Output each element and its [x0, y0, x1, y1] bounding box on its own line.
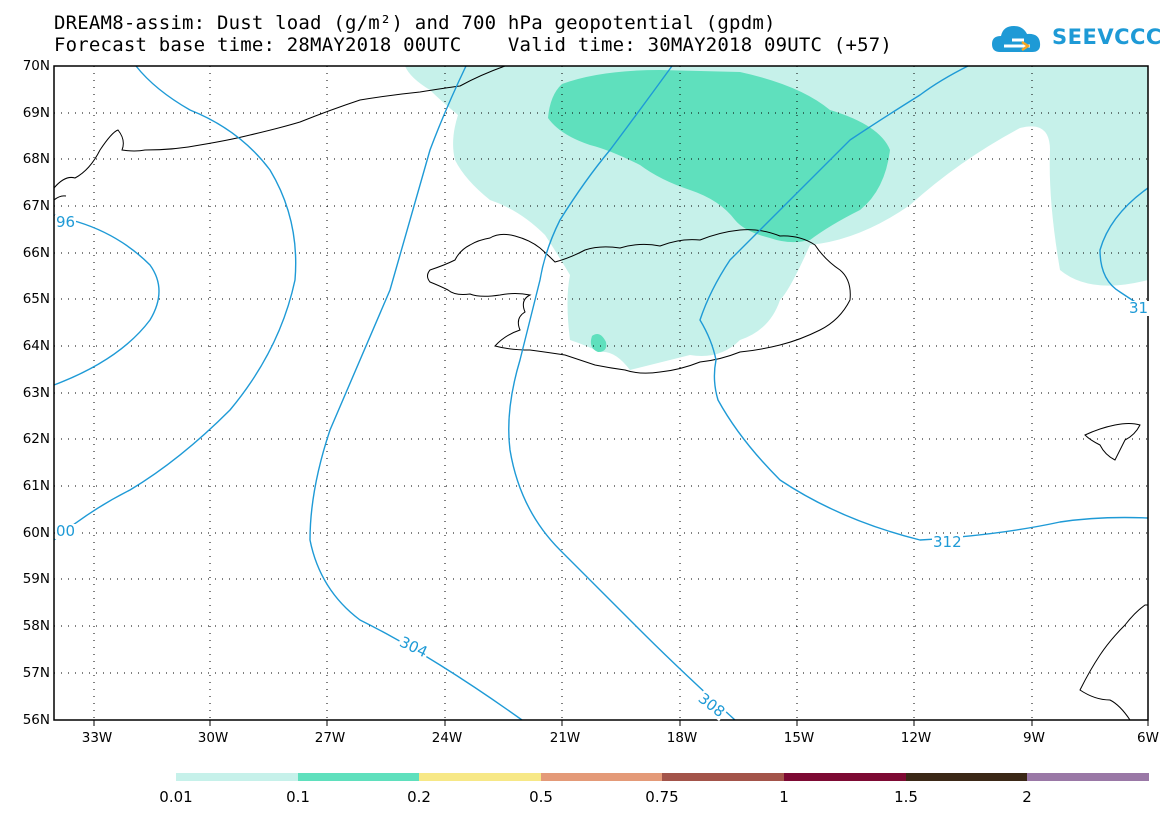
cloud-icon	[992, 26, 1041, 52]
lat-label: 60N	[22, 525, 50, 541]
lat-label: 62N	[22, 431, 50, 447]
chart-title: DREAM8-assim: Dust load (g/m²) and 700 h…	[54, 12, 776, 34]
lon-label: 30W	[197, 730, 229, 746]
colorbar-label: 0.2	[407, 788, 431, 806]
dust-shading	[405, 66, 1148, 370]
brand-logo: SEEVCCC	[1052, 25, 1162, 49]
colorbar-segment	[541, 773, 662, 781]
lat-label: 57N	[22, 665, 50, 681]
lat-label: 68N	[22, 151, 50, 167]
gridlines	[54, 66, 1148, 720]
lon-label: 21W	[549, 730, 581, 746]
lat-label: 58N	[22, 618, 50, 634]
lat-label: 66N	[22, 245, 50, 261]
lat-label: 56N	[22, 712, 50, 728]
lon-label: 27W	[314, 730, 346, 746]
contour-label: 31	[1128, 299, 1150, 317]
colorbar-label: 1	[779, 788, 789, 806]
lon-label: 15W	[783, 730, 815, 746]
colorbar-segment	[662, 773, 784, 781]
lon-label: 33W	[81, 730, 113, 746]
tick-marks	[93, 720, 1149, 726]
colorbar-label: 2	[1022, 788, 1032, 806]
coastlines	[53, 65, 1149, 721]
colorbar-label: 1.5	[894, 788, 918, 806]
colorbar-segment	[298, 773, 419, 781]
lat-label: 70N	[22, 58, 50, 74]
lat-label: 67N	[22, 198, 50, 214]
lat-label: 61N	[22, 478, 50, 494]
lon-label: 12W	[900, 730, 932, 746]
contour-label: 00	[55, 522, 77, 540]
lon-label: 18W	[666, 730, 698, 746]
colorbar-segment	[1027, 773, 1149, 781]
lon-label: 24W	[431, 730, 463, 746]
colorbar-label: 0.01	[159, 788, 193, 806]
lat-label: 63N	[22, 385, 50, 401]
colorbar-segment	[419, 773, 541, 781]
lat-label: 65N	[22, 291, 50, 307]
lon-label: 9W	[1023, 730, 1045, 746]
contour-label: 96	[55, 213, 77, 231]
colorbar-segment	[176, 773, 298, 781]
contour-label: 312	[932, 533, 963, 551]
lat-label: 59N	[22, 571, 50, 587]
lon-label: 6W	[1137, 730, 1159, 746]
lat-label: 69N	[22, 105, 50, 121]
lat-label: 64N	[22, 338, 50, 354]
colorbar-label: 0.5	[529, 788, 553, 806]
map-frame	[53, 65, 1149, 721]
colorbar-label: 0.1	[286, 788, 310, 806]
colorbar-label: 0.75	[645, 788, 679, 806]
chart-subtitle: Forecast base time: 28MAY2018 00UTC Vali…	[54, 34, 893, 56]
colorbar-segment	[784, 773, 906, 781]
colorbar-segment	[906, 773, 1027, 781]
